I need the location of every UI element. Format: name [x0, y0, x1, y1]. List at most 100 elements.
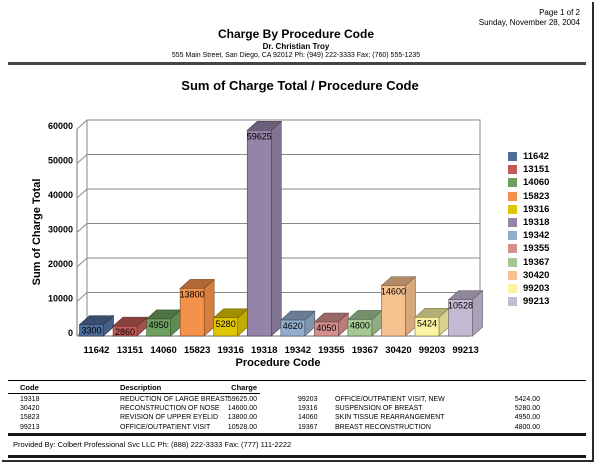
bar-value-label: 13800 [180, 289, 205, 299]
bar-value-label: 4800 [350, 320, 370, 330]
bar-side-face [405, 275, 416, 337]
page-bottom-rule [8, 455, 586, 458]
legend-label: 30420 [523, 269, 550, 281]
bar-value-label: 2860 [115, 327, 135, 337]
table-cell: 14060 [298, 414, 318, 422]
bar [381, 285, 406, 337]
bar-value-label: 3300 [81, 326, 101, 336]
y-axis-title: Sum of Charge Total [31, 179, 43, 286]
gridline-connector [76, 119, 88, 130]
table-bottom-rule [8, 433, 586, 436]
bar [112, 325, 138, 337]
table-cell: 99213 [20, 423, 40, 431]
bar-value-label: 5280 [216, 319, 236, 329]
bar-value-label: 4620 [283, 321, 303, 331]
bar [347, 319, 373, 337]
header-rule [8, 62, 586, 65]
y-tick-label: 60000 [48, 121, 73, 131]
x-tick-label: 15823 [184, 345, 210, 356]
bar [414, 316, 440, 337]
legend-label: 13151 [523, 164, 550, 176]
table-row: 15823 REVISION OF UPPER EYELID 13800.00 140… [0, 414, 592, 423]
report-title: Charge By Procedure Code [217, 27, 375, 41]
y-tick-label: 40000 [48, 190, 73, 200]
y-tick-label: 10000 [48, 294, 73, 304]
table-header-code: Code [20, 383, 39, 392]
bar-value-label: 10528 [448, 301, 473, 311]
table-cell: 10528.00 [227, 423, 257, 431]
legend-item: 19367 [508, 256, 549, 269]
legend-swatch [508, 191, 517, 201]
x-axis-title: Procedure Code [236, 357, 321, 369]
table-cell: 13800.00 [227, 414, 257, 422]
table-row: 30420 RECONSTRUCTION OF NOSE 14600.00 19316… [0, 405, 592, 414]
y-tick-label: 50000 [48, 156, 73, 166]
legend-item: 19318 [508, 216, 549, 229]
gridline-connector [76, 188, 88, 199]
legend-swatch [508, 257, 517, 267]
legend-swatch [508, 178, 517, 188]
table-cell: 4800.00 [514, 423, 540, 431]
legend-item: 99213 [508, 295, 549, 308]
legend-swatch [508, 204, 517, 214]
table-row: 99213 OFFICE/OUTPATIENT VISIT 10528.00 1936… [0, 424, 592, 433]
table-cell: 59625.00 [227, 396, 257, 403]
bar [179, 288, 205, 337]
x-tick-label: 13151 [117, 345, 144, 356]
table-cell: 19367 [298, 423, 318, 431]
bar-value-label: 14600 [381, 287, 406, 297]
table-cell: SUSPENSION OF BREAST [335, 405, 423, 413]
table-cell: OFFICE/OUTPATIENT VISIT, NEW [335, 396, 445, 403]
table-cell: 4950.00 [514, 414, 540, 422]
footer-text: Provided By: Colbert Professional Svc LL… [13, 440, 292, 449]
table-cell: 15823 [20, 414, 40, 422]
y-tick-label: 30000 [48, 225, 73, 235]
legend-swatch [508, 244, 517, 254]
table-cell: BREAST RECONSTRUCTION [335, 423, 431, 431]
legend-swatch [508, 165, 517, 175]
legend-item: 13151 [508, 163, 549, 176]
x-tick-label: 14060 [150, 345, 176, 356]
table-header-charge: Charge [231, 383, 257, 392]
x-tick-label: 11642 [84, 345, 110, 356]
legend-swatch [508, 231, 517, 241]
x-tick-label: 99203 [419, 345, 445, 356]
table-top-rule [8, 380, 586, 381]
legend-swatch [508, 283, 517, 293]
table-cell: REVISION OF UPPER EYELID [120, 414, 219, 422]
bar [246, 129, 272, 337]
bar [280, 319, 306, 337]
table-cell: 19318 [20, 396, 40, 403]
table-cell: REDUCTION OF LARGE BREAST [120, 396, 229, 403]
legend-swatch [508, 218, 517, 228]
legend-label: 19342 [523, 230, 550, 242]
legend-label: 14060 [523, 177, 550, 189]
legend-label: 11642 [523, 151, 549, 163]
y-tick-label: 20000 [48, 259, 73, 269]
chart-title: Sum of Charge Total / Procedure Code [181, 78, 419, 93]
bar [213, 317, 238, 337]
bar-value-label: 59625 [247, 131, 272, 141]
gridline-connector [76, 292, 88, 302]
legend-label: 15823 [523, 190, 550, 202]
gridline-connector [76, 223, 88, 233]
legend-item: 30420 [508, 269, 549, 282]
gridline-connector [76, 257, 88, 268]
table-cell: 5280.00 [514, 405, 540, 413]
legend-item: 99203 [508, 282, 549, 295]
table-cell: 5424.00 [514, 396, 540, 403]
legend-label: 99213 [523, 296, 550, 308]
x-tick-label: 19318 [251, 345, 277, 356]
legend-label: 19355 [523, 243, 550, 255]
legend-item: 19342 [508, 229, 549, 242]
x-tick-label: 30420 [385, 345, 411, 356]
y-tick-label: 0 [68, 328, 73, 338]
table-cell: OFFICE/OUTPATIENT VISIT [120, 423, 211, 431]
legend-label: 19316 [523, 203, 550, 215]
table-header-rule [8, 393, 260, 394]
table-cell: RECONSTRUCTION OF NOSE [120, 405, 220, 413]
bar [448, 299, 473, 337]
table-cell: 14600.00 [227, 405, 257, 413]
x-tick-label: 19316 [217, 345, 243, 356]
legend-label: 99203 [523, 282, 550, 294]
